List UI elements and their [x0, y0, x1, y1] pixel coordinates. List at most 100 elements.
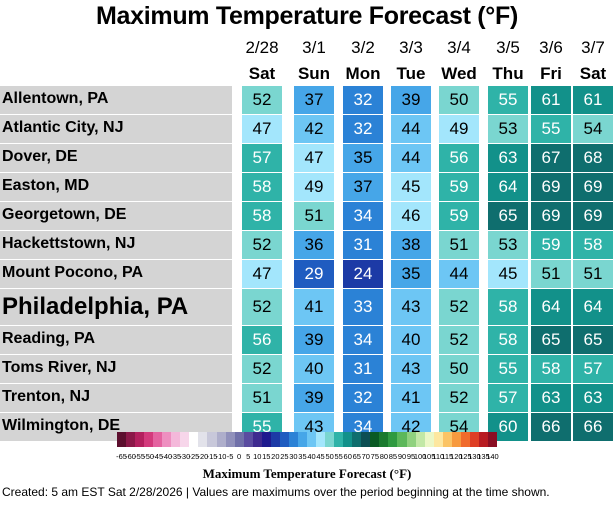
city-label: Easton, MD [0, 173, 232, 201]
temp-cell: 40 [391, 326, 431, 354]
colorbar-tick-label: 105 [422, 452, 436, 461]
temp-cell: 31 [343, 231, 383, 259]
colorbar-segment [352, 432, 362, 447]
colorbar-tick-label: 120 [450, 452, 463, 461]
colorbar-tick-label: -40 [161, 452, 173, 461]
colorbar-tick-label: 125 [459, 452, 472, 461]
temp-cell: 52 [242, 289, 282, 325]
temp-cell: 35 [391, 260, 431, 288]
temp-cell: 51 [573, 260, 613, 288]
colorbar-tick-label: 90 [397, 452, 407, 461]
day-header: Tue [396, 64, 426, 83]
colorbar-segment [225, 432, 235, 447]
colorbar-segment [288, 432, 299, 447]
temp-cell: 52 [439, 326, 479, 354]
temp-cell: 38 [391, 231, 431, 259]
day-header: Wed [441, 64, 477, 83]
temp-cell: 63 [573, 384, 613, 412]
colorbar-tick-label: 85 [388, 452, 398, 461]
temp-cell: 65 [488, 202, 528, 230]
temp-cell: 42 [294, 115, 334, 143]
date-header: 3/2 [351, 38, 375, 57]
colorbar-tick-label: 25 [280, 452, 289, 461]
temp-cell: 52 [242, 231, 282, 259]
colorbar-segment [207, 432, 217, 447]
day-header: Mon [345, 64, 381, 83]
city-label: Mount Pocono, PA [0, 260, 232, 288]
temp-cell: 57 [488, 384, 528, 412]
chart-title: Maximum Temperature Forecast (°F) [96, 2, 518, 30]
temp-cell: 45 [391, 173, 431, 201]
colorbar-segment [117, 432, 127, 447]
city-label: Trenton, NJ [0, 384, 232, 412]
temp-cell: 59 [531, 231, 571, 259]
temp-cell: 69 [573, 202, 613, 230]
temp-cell: 58 [242, 202, 282, 230]
temp-cell: 67 [531, 144, 571, 172]
day-header: Fri [540, 64, 562, 83]
colorbar-tick-label: 50 [325, 452, 334, 461]
colorbar-tick-label: 80 [379, 452, 389, 461]
temp-cell: 66 [573, 413, 613, 441]
colorbar-tick-label: -10 [215, 452, 227, 461]
date-header: 3/6 [539, 38, 563, 57]
colorbar-segment [216, 432, 226, 447]
colorbar-tick-label: -5 [226, 452, 234, 461]
temp-cell: 58 [488, 289, 528, 325]
temp-cell: 55 [531, 115, 571, 143]
temp-cell: 61 [573, 86, 613, 114]
temp-cell: 51 [439, 231, 479, 259]
temp-cell: 40 [294, 355, 334, 383]
temp-cell: 35 [343, 144, 383, 172]
city-label: Hackettstown, NJ [0, 231, 232, 259]
temp-cell: 33 [343, 289, 383, 325]
temp-cell: 43 [391, 355, 431, 383]
temp-cell: 51 [531, 260, 571, 288]
city-name: Easton, MD [2, 177, 90, 194]
colorbar-tick-label: 45 [316, 452, 325, 461]
temp-cell: 57 [573, 355, 613, 383]
colorbar-segment [424, 432, 435, 447]
date-header: 3/7 [581, 38, 605, 57]
temp-cell: 39 [391, 86, 431, 114]
colorbar-ticks: -65 -60 -55 -50 -45 -40 -35 -30 -25 -20 -15 -10 -5 0 5… [116, 452, 499, 462]
colorbar-segment [279, 432, 290, 447]
temp-cell: 58 [242, 173, 282, 201]
date-header: 3/4 [447, 38, 471, 57]
city-name: Dover, DE [2, 148, 78, 165]
temp-cell: 54 [573, 115, 613, 143]
colorbar-tick-label: 35 [298, 452, 307, 461]
temp-cell: 58 [531, 355, 571, 383]
temp-cell: 36 [294, 231, 334, 259]
colorbar-segment [343, 432, 353, 447]
temp-cell: 41 [294, 289, 334, 325]
colorbar-segment [126, 432, 136, 447]
colorbar-tick-label: 140 [486, 452, 499, 461]
temp-cell: 29 [294, 260, 334, 288]
temp-cell: 69 [573, 173, 613, 201]
temp-cell: 51 [242, 384, 282, 412]
temp-cell: 50 [439, 86, 479, 114]
city-name: Mount Pocono, PA [2, 264, 144, 281]
temp-cell: 50 [439, 355, 479, 383]
colorbar-tick-label: -45 [152, 452, 164, 461]
date-header: 2/28 [245, 38, 279, 57]
colorbar-tick-label: -15 [206, 452, 218, 461]
temp-cell: 64 [488, 173, 528, 201]
city-label: Atlantic City, NJ [0, 115, 232, 143]
colorbar-tick-label: 135 [477, 452, 490, 461]
colorbar-tick-label: 75 [370, 452, 380, 461]
colorbar-tick-label: -25 [188, 452, 200, 461]
colorbar-tick-label: 65 [352, 452, 361, 461]
temp-cell: 46 [391, 202, 431, 230]
colorbar-segment [261, 432, 272, 447]
colorbar-segment [180, 432, 190, 447]
colorbar-tick-label: -65 [116, 452, 127, 461]
colorbar-segment [270, 432, 281, 447]
temp-cell: 32 [343, 115, 383, 143]
colorbar-tick-label: -60 [125, 452, 136, 461]
temp-cell: 52 [439, 384, 479, 412]
temp-cell: 59 [439, 202, 479, 230]
temp-cell: 32 [343, 384, 383, 412]
city-name: Reading, PA [2, 330, 96, 347]
